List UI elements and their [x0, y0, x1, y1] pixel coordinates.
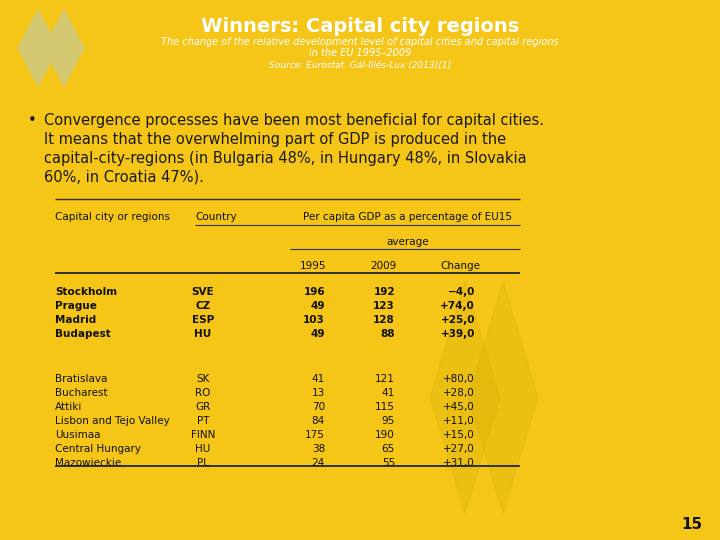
Text: +45,0: +45,0	[444, 402, 475, 412]
Text: +39,0: +39,0	[441, 329, 475, 339]
Text: 2009: 2009	[370, 261, 396, 271]
Text: FINN: FINN	[191, 430, 215, 440]
Text: Country: Country	[195, 212, 237, 222]
Text: 55: 55	[382, 458, 395, 468]
Text: Bratislava: Bratislava	[55, 374, 107, 384]
Text: 84: 84	[312, 416, 325, 426]
Text: Mazowieckie: Mazowieckie	[55, 458, 121, 468]
Text: GR: GR	[195, 402, 211, 412]
Text: Lisbon and Tejo Valley: Lisbon and Tejo Valley	[55, 416, 170, 426]
Text: 128: 128	[373, 315, 395, 325]
Text: Convergence processes have been most beneficial for capital cities.: Convergence processes have been most ben…	[44, 113, 544, 128]
Polygon shape	[430, 282, 500, 514]
Text: •: •	[28, 113, 37, 128]
Text: +25,0: +25,0	[441, 315, 475, 325]
Polygon shape	[468, 282, 538, 514]
Text: Attiki: Attiki	[55, 402, 82, 412]
Text: Prague: Prague	[55, 301, 97, 311]
Text: 15: 15	[681, 517, 702, 532]
Polygon shape	[18, 10, 58, 86]
Text: 115: 115	[375, 402, 395, 412]
Text: +28,0: +28,0	[444, 388, 475, 398]
Text: 24: 24	[312, 458, 325, 468]
Text: −4,0: −4,0	[448, 287, 475, 297]
Text: Source: Eurostat. Gál-Illés-Lux (2013)[1]: Source: Eurostat. Gál-Illés-Lux (2013)[1…	[269, 61, 451, 70]
Text: The change of the relative development level of capital cities and capital regio: The change of the relative development l…	[161, 37, 559, 47]
Text: Bucharest: Bucharest	[55, 388, 107, 398]
Text: Madrid: Madrid	[55, 315, 96, 325]
Text: 1995: 1995	[300, 261, 326, 271]
Text: Change: Change	[440, 261, 480, 271]
Text: RO: RO	[195, 388, 211, 398]
Text: 190: 190	[375, 430, 395, 440]
Text: +74,0: +74,0	[440, 301, 475, 311]
Text: 49: 49	[310, 301, 325, 311]
Text: 196: 196	[303, 287, 325, 297]
Text: 95: 95	[382, 416, 395, 426]
Text: 103: 103	[303, 315, 325, 325]
Text: 38: 38	[312, 444, 325, 454]
Text: 192: 192	[374, 287, 395, 297]
Text: HU: HU	[194, 329, 212, 339]
Text: 13: 13	[312, 388, 325, 398]
Text: ESP: ESP	[192, 315, 214, 325]
Text: PT: PT	[197, 416, 210, 426]
Text: +27,0: +27,0	[444, 444, 475, 454]
Text: 121: 121	[375, 374, 395, 384]
Text: 88: 88	[380, 329, 395, 339]
Text: Winners: Capital city regions: Winners: Capital city regions	[201, 17, 519, 36]
Text: HU: HU	[195, 444, 211, 454]
Text: 70: 70	[312, 402, 325, 412]
Text: SVE: SVE	[192, 287, 215, 297]
Text: 65: 65	[382, 444, 395, 454]
Text: +15,0: +15,0	[444, 430, 475, 440]
Text: It means that the overwhelming part of GDP is produced in the: It means that the overwhelming part of G…	[44, 132, 506, 147]
Text: +80,0: +80,0	[444, 374, 475, 384]
Text: 175: 175	[305, 430, 325, 440]
Text: SK: SK	[197, 374, 210, 384]
Text: capital-city-regions (in Bulgaria 48%, in Hungary 48%, in Slovakia: capital-city-regions (in Bulgaria 48%, i…	[44, 151, 526, 166]
Text: Central Hungary: Central Hungary	[55, 444, 141, 454]
Text: CZ: CZ	[195, 301, 211, 311]
Text: 49: 49	[310, 329, 325, 339]
Text: 60%, in Croatia 47%).: 60%, in Croatia 47%).	[44, 170, 204, 185]
Text: 41: 41	[382, 388, 395, 398]
Text: in the EU 1995–2009: in the EU 1995–2009	[309, 48, 411, 58]
Text: average: average	[386, 237, 429, 247]
Text: Capital city or regions: Capital city or regions	[55, 212, 170, 222]
Text: PL: PL	[197, 458, 209, 468]
Text: Per capita GDP as a percentage of EU15: Per capita GDP as a percentage of EU15	[303, 212, 512, 222]
Text: Budapest: Budapest	[55, 329, 111, 339]
Polygon shape	[44, 10, 84, 86]
Text: Uusimaa: Uusimaa	[55, 430, 101, 440]
Text: 123: 123	[373, 301, 395, 311]
Text: 41: 41	[312, 374, 325, 384]
Text: Stockholm: Stockholm	[55, 287, 117, 297]
Text: +11,0: +11,0	[444, 416, 475, 426]
Text: +31,0: +31,0	[444, 458, 475, 468]
